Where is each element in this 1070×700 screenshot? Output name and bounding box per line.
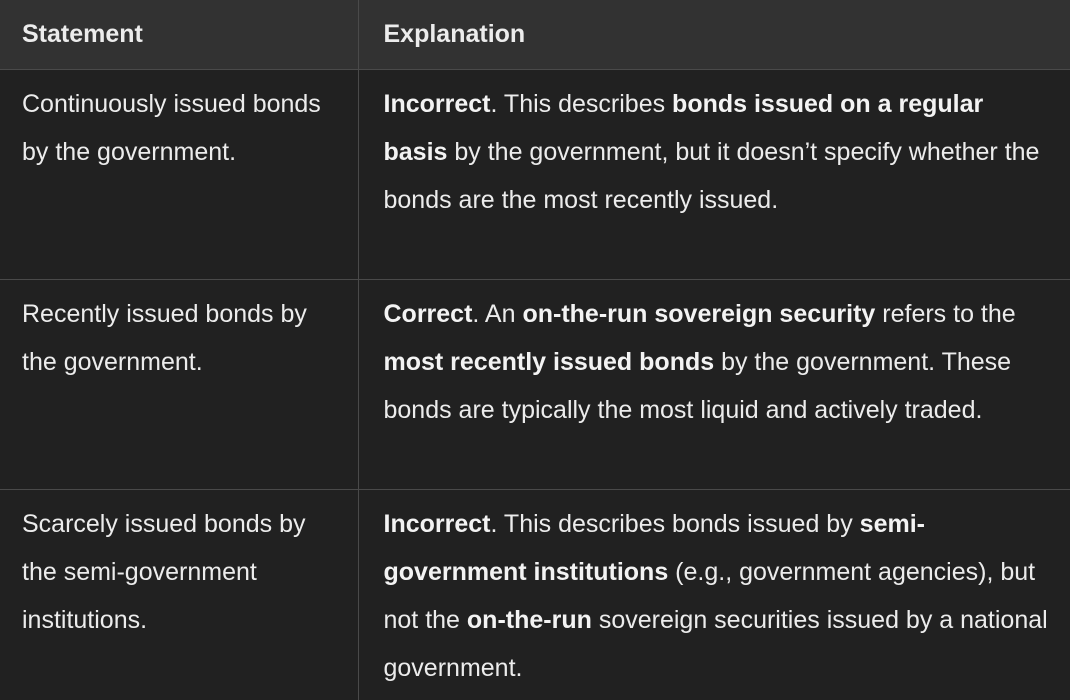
explanation-text: sovereign securities issued by a nationa… (383, 605, 1048, 682)
table-row: Continuously issued bonds by the governm… (0, 69, 1070, 280)
statement-cell: Scarcely issued bonds by the semi-govern… (0, 489, 359, 700)
table-row: Recently issued bonds by the government.… (0, 279, 1070, 490)
explanation-cell: Incorrect. This describes bonds issued o… (358, 69, 1070, 280)
header-statement: Statement (0, 0, 359, 70)
table-row: Scarcely issued bonds by the semi-govern… (0, 489, 1070, 700)
header-explanation: Explanation (358, 0, 1070, 70)
explanation-emphasis: most recently issued bonds (383, 347, 715, 376)
statement-cell: Continuously issued bonds by the governm… (0, 69, 359, 280)
explanation-text: . This describes (490, 89, 673, 118)
explanation-emphasis: bonds issued on a regular basis (383, 89, 984, 166)
explanation-cell: Correct. An on-the-run sovereign securit… (358, 279, 1070, 490)
explanation-text: (e.g., government agencies), but not the (383, 557, 1036, 634)
table-header-row: Statement Explanation (0, 0, 1070, 70)
explanation-text: . An (472, 299, 523, 328)
verdict-text: Incorrect (383, 89, 491, 118)
explanation-emphasis: semi-government institutions (383, 509, 925, 586)
verdict-text: Incorrect (383, 509, 491, 538)
explanation-text: by the government. These bonds are typic… (383, 347, 1012, 424)
statement-cell: Recently issued bonds by the government. (0, 279, 359, 490)
explanation-cell: Incorrect. This describes bonds issued b… (358, 489, 1070, 700)
explanation-text: by the government, but it doesn’t specif… (383, 137, 1040, 214)
verdict-text: Correct (383, 299, 473, 328)
explanation-emphasis: on-the-run (466, 605, 592, 634)
explanation-text: refers to the (875, 299, 1016, 328)
explanation-text: . This describes bonds issued by (490, 509, 860, 538)
explanation-emphasis: on-the-run sovereign security (522, 299, 876, 328)
